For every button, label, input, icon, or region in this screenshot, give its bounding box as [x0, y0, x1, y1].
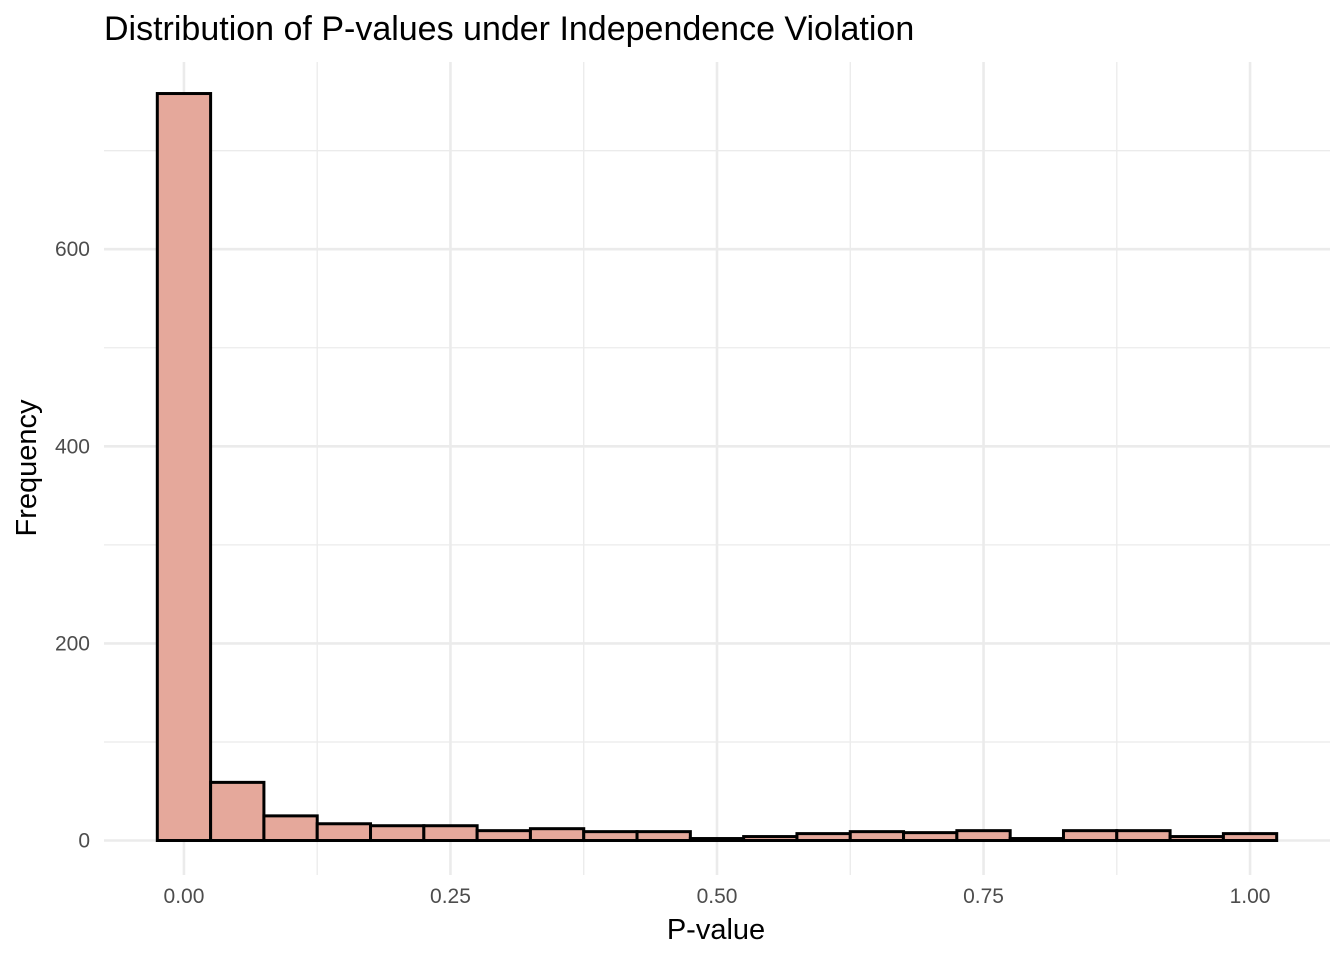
histogram-bars	[155, 92, 1279, 843]
histogram-bar	[422, 824, 479, 843]
histogram-bar	[635, 830, 692, 843]
y-axis-title: Frequency	[11, 399, 43, 537]
y-tick-label: 0	[78, 830, 90, 853]
histogram-bar	[848, 830, 906, 843]
x-tick-label: 0.50	[697, 885, 738, 908]
x-tick-label: 0.25	[430, 885, 471, 908]
histogram-bar	[795, 832, 852, 843]
histogram-bar	[902, 831, 959, 843]
histogram-bar	[1008, 837, 1065, 843]
histogram-bar	[315, 822, 373, 843]
histogram-bar	[528, 827, 586, 843]
y-tick-label: 600	[55, 238, 90, 261]
histogram-bar	[1061, 829, 1119, 843]
histogram-bar	[582, 830, 639, 843]
tick-labels: 0 200 400 600 0.00 0.25 0.50 0.75 1.00	[55, 238, 1271, 908]
histogram-bar	[369, 824, 426, 843]
x-axis-title: P-value	[667, 914, 765, 946]
histogram-bar	[742, 835, 799, 843]
x-tick-label: 1.00	[1230, 885, 1271, 908]
histogram-bar	[1115, 829, 1172, 843]
y-tick-label: 200	[55, 632, 90, 655]
histogram-bar	[1221, 832, 1279, 843]
histogram-bar	[1168, 835, 1225, 843]
histogram-bar	[209, 780, 266, 843]
histogram-bar	[475, 829, 532, 843]
histogram-bar	[262, 814, 319, 843]
histogram-bar	[155, 92, 213, 843]
grid-lines	[104, 62, 1330, 875]
histogram-bar	[955, 829, 1012, 843]
y-tick-label: 400	[55, 435, 90, 458]
x-tick-label: 0.75	[963, 885, 1004, 908]
histogram-bar	[688, 837, 746, 843]
chart-title: Distribution of P-values under Independe…	[104, 10, 914, 48]
x-tick-label: 0.00	[164, 885, 205, 908]
